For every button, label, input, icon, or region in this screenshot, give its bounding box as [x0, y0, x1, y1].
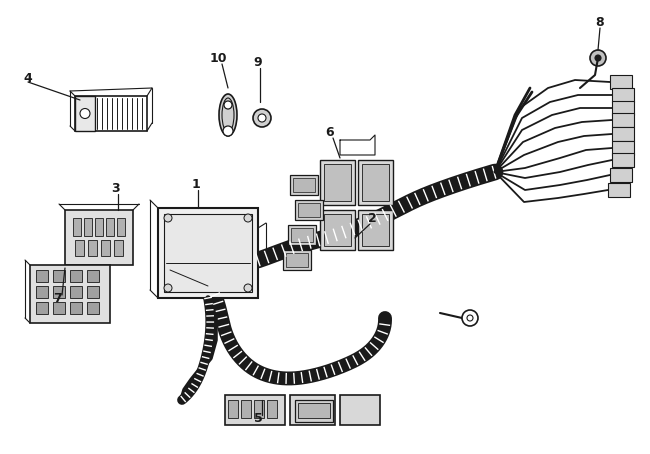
Bar: [53, 270, 65, 282]
Bar: [87, 302, 99, 314]
Circle shape: [595, 55, 601, 61]
Bar: [114, 240, 123, 256]
Bar: [324, 214, 351, 246]
Bar: [36, 270, 48, 282]
Bar: [70, 302, 82, 314]
Bar: [288, 225, 316, 245]
Bar: [286, 253, 308, 267]
Text: 5: 5: [254, 411, 263, 424]
Circle shape: [80, 109, 90, 118]
Bar: [87, 270, 99, 282]
Bar: [65, 210, 133, 265]
Bar: [164, 214, 252, 292]
Circle shape: [244, 284, 252, 292]
Bar: [358, 160, 393, 205]
Ellipse shape: [219, 94, 237, 136]
Text: 6: 6: [326, 127, 334, 139]
Bar: [84, 218, 92, 236]
Bar: [228, 400, 238, 418]
Text: 8: 8: [595, 15, 604, 29]
Bar: [53, 286, 65, 298]
Text: 9: 9: [254, 55, 263, 69]
Text: 3: 3: [111, 182, 120, 194]
Bar: [612, 127, 634, 141]
Bar: [75, 240, 84, 256]
Bar: [608, 183, 630, 197]
Bar: [53, 302, 65, 314]
Circle shape: [462, 310, 478, 326]
Bar: [324, 164, 351, 201]
Bar: [283, 250, 311, 270]
Circle shape: [164, 214, 172, 222]
Bar: [101, 240, 110, 256]
Circle shape: [590, 50, 606, 66]
Text: 2: 2: [368, 212, 376, 224]
Bar: [362, 214, 389, 246]
Circle shape: [224, 101, 232, 109]
Text: 1: 1: [192, 178, 200, 192]
Bar: [612, 101, 634, 115]
Bar: [241, 400, 251, 418]
Bar: [612, 113, 634, 127]
Bar: [117, 218, 125, 236]
Bar: [70, 286, 82, 298]
Bar: [295, 200, 323, 220]
Text: 7: 7: [53, 291, 62, 305]
Bar: [612, 153, 634, 167]
Bar: [320, 160, 355, 205]
Text: 10: 10: [209, 51, 227, 64]
Bar: [298, 203, 320, 217]
Bar: [87, 286, 99, 298]
Bar: [295, 400, 333, 422]
Bar: [610, 168, 632, 182]
Bar: [75, 96, 95, 131]
Bar: [293, 178, 315, 192]
Bar: [320, 210, 355, 250]
Bar: [362, 164, 389, 201]
Bar: [88, 240, 97, 256]
Bar: [36, 302, 48, 314]
Bar: [358, 210, 393, 250]
Bar: [290, 395, 335, 425]
Text: 4: 4: [23, 71, 32, 84]
Circle shape: [164, 284, 172, 292]
Bar: [36, 286, 48, 298]
Bar: [291, 228, 313, 242]
Bar: [75, 96, 147, 131]
Ellipse shape: [222, 98, 234, 132]
Bar: [267, 400, 277, 418]
Circle shape: [253, 109, 271, 127]
Bar: [610, 75, 632, 89]
Bar: [612, 88, 634, 102]
Bar: [290, 175, 318, 195]
Bar: [106, 218, 114, 236]
Bar: [225, 395, 285, 425]
Circle shape: [258, 114, 266, 122]
Circle shape: [244, 214, 252, 222]
Circle shape: [223, 126, 233, 136]
Bar: [158, 208, 258, 298]
Bar: [254, 400, 264, 418]
Bar: [95, 218, 103, 236]
Bar: [612, 141, 634, 155]
Circle shape: [467, 315, 473, 321]
Bar: [73, 218, 81, 236]
Bar: [340, 395, 380, 425]
Bar: [70, 270, 82, 282]
Bar: [298, 403, 330, 418]
Bar: [30, 265, 110, 323]
